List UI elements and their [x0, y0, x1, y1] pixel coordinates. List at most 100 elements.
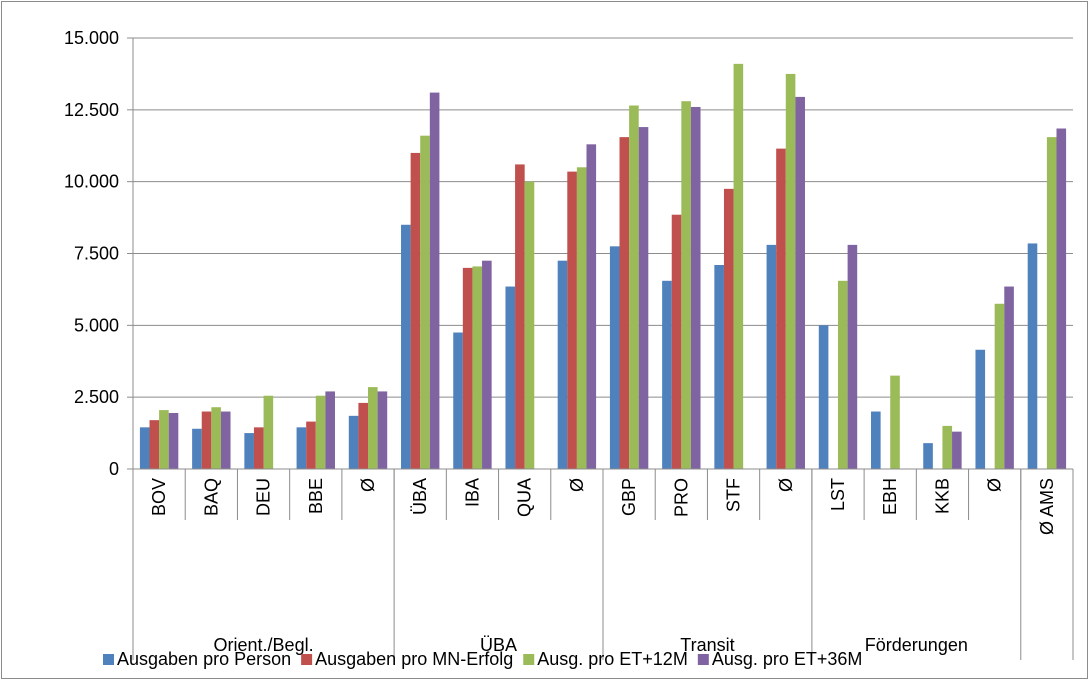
- bar-series-1: [139, 427, 150, 469]
- bar-series-3: [890, 375, 900, 469]
- bar-series-1: [662, 280, 672, 469]
- bar-series-4: [795, 96, 805, 470]
- category-label: KKB: [932, 478, 952, 514]
- bar-series-3: [994, 303, 1005, 469]
- bar-series-2: [201, 411, 212, 469]
- bar-series-3: [420, 135, 430, 469]
- y-tick-label: 5.000: [74, 315, 119, 335]
- axes: [127, 37, 1074, 660]
- bar-series-2: [723, 188, 734, 469]
- bar-series-3: [159, 410, 169, 469]
- bar-series-3: [629, 105, 639, 470]
- category-label: Ø AMS: [1037, 478, 1057, 535]
- bar-series-1: [714, 264, 724, 469]
- group-label: Orient./Begl.: [214, 635, 314, 655]
- bar-series-3: [1046, 137, 1057, 469]
- category-label: QUA: [515, 478, 535, 517]
- bar-series-4: [952, 431, 962, 469]
- bar-series-1: [244, 433, 254, 469]
- bar-series-3: [681, 101, 691, 470]
- bar-series-4: [1056, 128, 1067, 469]
- bar-series-3: [733, 63, 744, 470]
- bar-series-3: [472, 266, 483, 469]
- bar-series-4: [377, 391, 388, 469]
- y-tick-label: 10.000: [64, 172, 119, 192]
- y-tick-label: 12.500: [64, 100, 119, 120]
- y-tick-label: 15.000: [64, 28, 119, 48]
- bar-series-1: [609, 246, 620, 469]
- bar-series-2: [567, 171, 577, 470]
- axis-labels: 0 2.500 5.000 7.500 10.000 12.500 15.000 BOV BAQ…: [64, 28, 1057, 655]
- legend-swatch: [697, 654, 709, 665]
- bar-series-2: [253, 427, 264, 469]
- y-tick-label: 7.500: [74, 244, 119, 264]
- bar-series-3: [211, 407, 221, 469]
- bar-series-3: [785, 73, 796, 470]
- category-label: PRO: [671, 478, 691, 517]
- bar-series-2: [149, 420, 160, 469]
- category-label: Ø: [567, 478, 587, 492]
- y-tick-label: 2.500: [74, 387, 119, 407]
- bar-series-3: [524, 181, 535, 470]
- legend-swatch: [523, 654, 535, 665]
- bar-series-1: [871, 411, 881, 469]
- bar-series-1: [923, 443, 933, 469]
- category-label: DEU: [254, 478, 274, 516]
- bar-series-2: [776, 148, 786, 469]
- bar-series-3: [368, 387, 378, 469]
- bar-series-4: [220, 411, 231, 469]
- bar-series-3: [263, 395, 274, 469]
- category-label: IBA: [462, 478, 482, 507]
- bar-series-2: [306, 421, 316, 469]
- bar-series-2: [410, 152, 421, 469]
- bar-series-2: [462, 267, 473, 469]
- category-label: Ø: [776, 478, 796, 492]
- bar-series-1: [348, 415, 359, 469]
- bar-series-4: [325, 391, 335, 469]
- bar-series-2: [619, 137, 630, 469]
- bars: [139, 63, 1067, 470]
- bar-series-4: [429, 92, 440, 469]
- bar-series-4: [586, 144, 597, 469]
- bar-series-1: [766, 244, 777, 469]
- bar-series-2: [671, 214, 682, 469]
- group-label: ÜBA: [480, 635, 517, 655]
- bar-series-1: [296, 427, 307, 469]
- legend-swatch: [301, 654, 313, 665]
- bar-series-4: [168, 412, 179, 469]
- bar-series-1: [192, 428, 202, 469]
- category-label: Ø: [985, 478, 1005, 492]
- category-label: ÜBA: [410, 478, 430, 515]
- category-label: BAQ: [201, 478, 221, 516]
- gridlines: [133, 37, 1073, 398]
- legend: Ausgaben pro Person Ausgaben pro MN-Erfol…: [103, 649, 862, 669]
- legend-label: Ausg. pro ET+12M: [537, 649, 688, 669]
- legend-label: Ausgaben pro MN-Erfolg: [315, 649, 513, 669]
- bar-series-4: [847, 244, 858, 469]
- bar-series-1: [401, 224, 411, 469]
- legend-swatch: [103, 654, 114, 665]
- category-label: BBE: [306, 478, 326, 514]
- bar-series-1: [505, 286, 516, 469]
- category-label: LST: [828, 478, 848, 511]
- category-label: BOV: [149, 478, 169, 516]
- category-label: Ø: [358, 478, 378, 492]
- bar-series-1: [818, 325, 829, 469]
- bar-series-4: [690, 106, 701, 470]
- legend-label: Ausg. pro ET+36M: [712, 649, 863, 669]
- bar-series-1: [557, 260, 568, 469]
- bar-series-3: [576, 167, 587, 470]
- bar-series-2: [358, 402, 368, 469]
- bar-series-3: [838, 280, 848, 469]
- group-label: Transit: [680, 635, 734, 655]
- group-label: Förderungen: [865, 635, 968, 655]
- bar-series-2: [515, 164, 525, 469]
- bar-series-1: [1027, 243, 1038, 469]
- legend-label: Ausgaben pro Person: [117, 649, 291, 669]
- y-tick-label: 0: [109, 459, 119, 479]
- bar-series-4: [482, 260, 492, 469]
- bar-series-3: [942, 425, 953, 469]
